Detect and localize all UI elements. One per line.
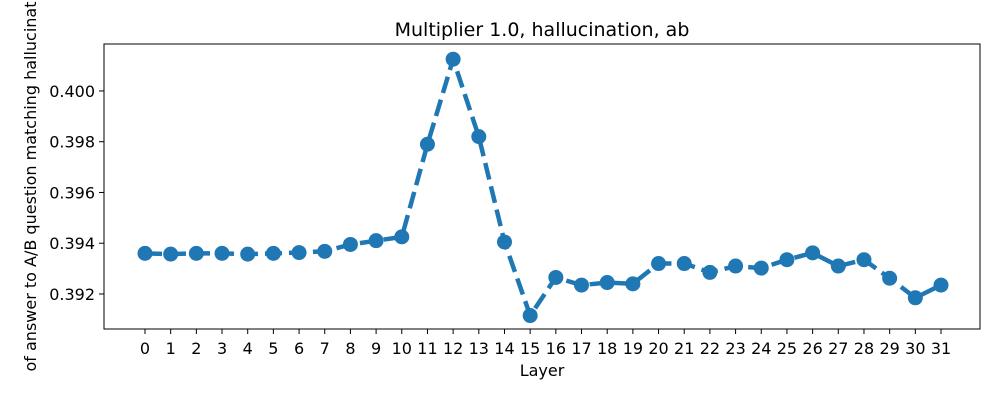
- data-point: [317, 243, 333, 259]
- x-tick-label: 23: [725, 339, 745, 358]
- plot-area: [137, 51, 949, 324]
- y-tick-label: 0.394: [49, 234, 95, 253]
- x-tick-label: 16: [546, 339, 566, 358]
- data-point: [548, 269, 564, 285]
- data-point: [753, 260, 769, 276]
- x-tick-label: 11: [417, 339, 437, 358]
- x-tick-label: 13: [469, 339, 489, 358]
- data-point: [265, 245, 281, 261]
- data-point: [856, 252, 872, 268]
- series-line: [144, 51, 942, 321]
- data-point: [907, 290, 923, 306]
- data-point: [805, 245, 821, 261]
- y-tick-label: 0.400: [49, 82, 95, 101]
- data-point: [728, 258, 744, 274]
- data-point: [342, 236, 358, 252]
- x-tick-label: 17: [571, 339, 591, 358]
- x-tick-label: 6: [294, 339, 304, 358]
- x-tick-label: 4: [243, 339, 253, 358]
- x-tick-label: 27: [828, 339, 848, 358]
- x-tick-label: 8: [345, 339, 355, 358]
- x-tick-label: 14: [494, 339, 514, 358]
- data-point: [137, 245, 153, 261]
- data-point: [676, 256, 692, 272]
- data-point: [240, 246, 256, 262]
- x-tick-label: 20: [648, 339, 668, 358]
- x-tick-label: 26: [802, 339, 822, 358]
- data-point: [830, 258, 846, 274]
- x-axis: 0 1 2 3 4 5 6 7 8 9 10 11 12 13 14 15 16 17 18 19 20 21 22 23 24…: [140, 329, 951, 358]
- chart-title: Multiplier 1.0, hallucination, ab: [395, 19, 690, 41]
- x-tick-label: 29: [879, 339, 899, 358]
- x-tick-label: 22: [700, 339, 720, 358]
- data-point: [651, 256, 667, 272]
- x-tick-label: 5: [268, 339, 278, 358]
- data-point: [496, 234, 512, 250]
- data-point: [471, 129, 487, 145]
- data-point: [599, 275, 615, 291]
- data-point: [214, 245, 230, 261]
- y-axis-label: of answer to A/B question matching hallu…: [21, 1, 40, 371]
- x-tick-label: 9: [371, 339, 381, 358]
- data-point: [445, 51, 461, 67]
- data-point: [419, 136, 435, 152]
- x-tick-label: 25: [777, 339, 797, 358]
- x-tick-label: 10: [392, 339, 412, 358]
- plot-frame: [103, 43, 981, 330]
- x-tick-label: 19: [623, 339, 643, 358]
- data-point: [933, 277, 949, 293]
- data-point: [625, 276, 641, 292]
- x-axis-label: Layer: [520, 361, 565, 380]
- x-tick-label: 18: [597, 339, 617, 358]
- data-point: [188, 245, 204, 261]
- data-point: [291, 245, 307, 261]
- data-point: [574, 277, 590, 293]
- data-point: [522, 308, 538, 324]
- data-point: [368, 233, 384, 249]
- data-point: [779, 252, 795, 268]
- x-tick-label: 24: [751, 339, 771, 358]
- x-tick-label: 30: [905, 339, 925, 358]
- x-tick-label: 0: [140, 339, 150, 358]
- x-tick-label: 1: [166, 339, 176, 358]
- y-axis: 0.392 0.394 0.396 0.398 0.400: [49, 82, 104, 304]
- x-tick-label: 7: [320, 339, 330, 358]
- x-tick-label: 3: [217, 339, 227, 358]
- x-tick-label: 12: [443, 339, 463, 358]
- y-tick-label: 0.392: [49, 285, 95, 304]
- data-point: [882, 270, 898, 286]
- x-tick-label: 21: [674, 339, 694, 358]
- data-point: [702, 264, 718, 280]
- x-tick-label: 28: [854, 339, 874, 358]
- y-tick-label: 0.396: [49, 183, 95, 202]
- y-tick-label: 0.398: [49, 133, 95, 152]
- x-tick-label: 15: [520, 339, 540, 358]
- data-point: [163, 246, 179, 262]
- x-tick-label: 31: [931, 339, 951, 358]
- x-tick-label: 2: [191, 339, 201, 358]
- data-point: [394, 229, 410, 245]
